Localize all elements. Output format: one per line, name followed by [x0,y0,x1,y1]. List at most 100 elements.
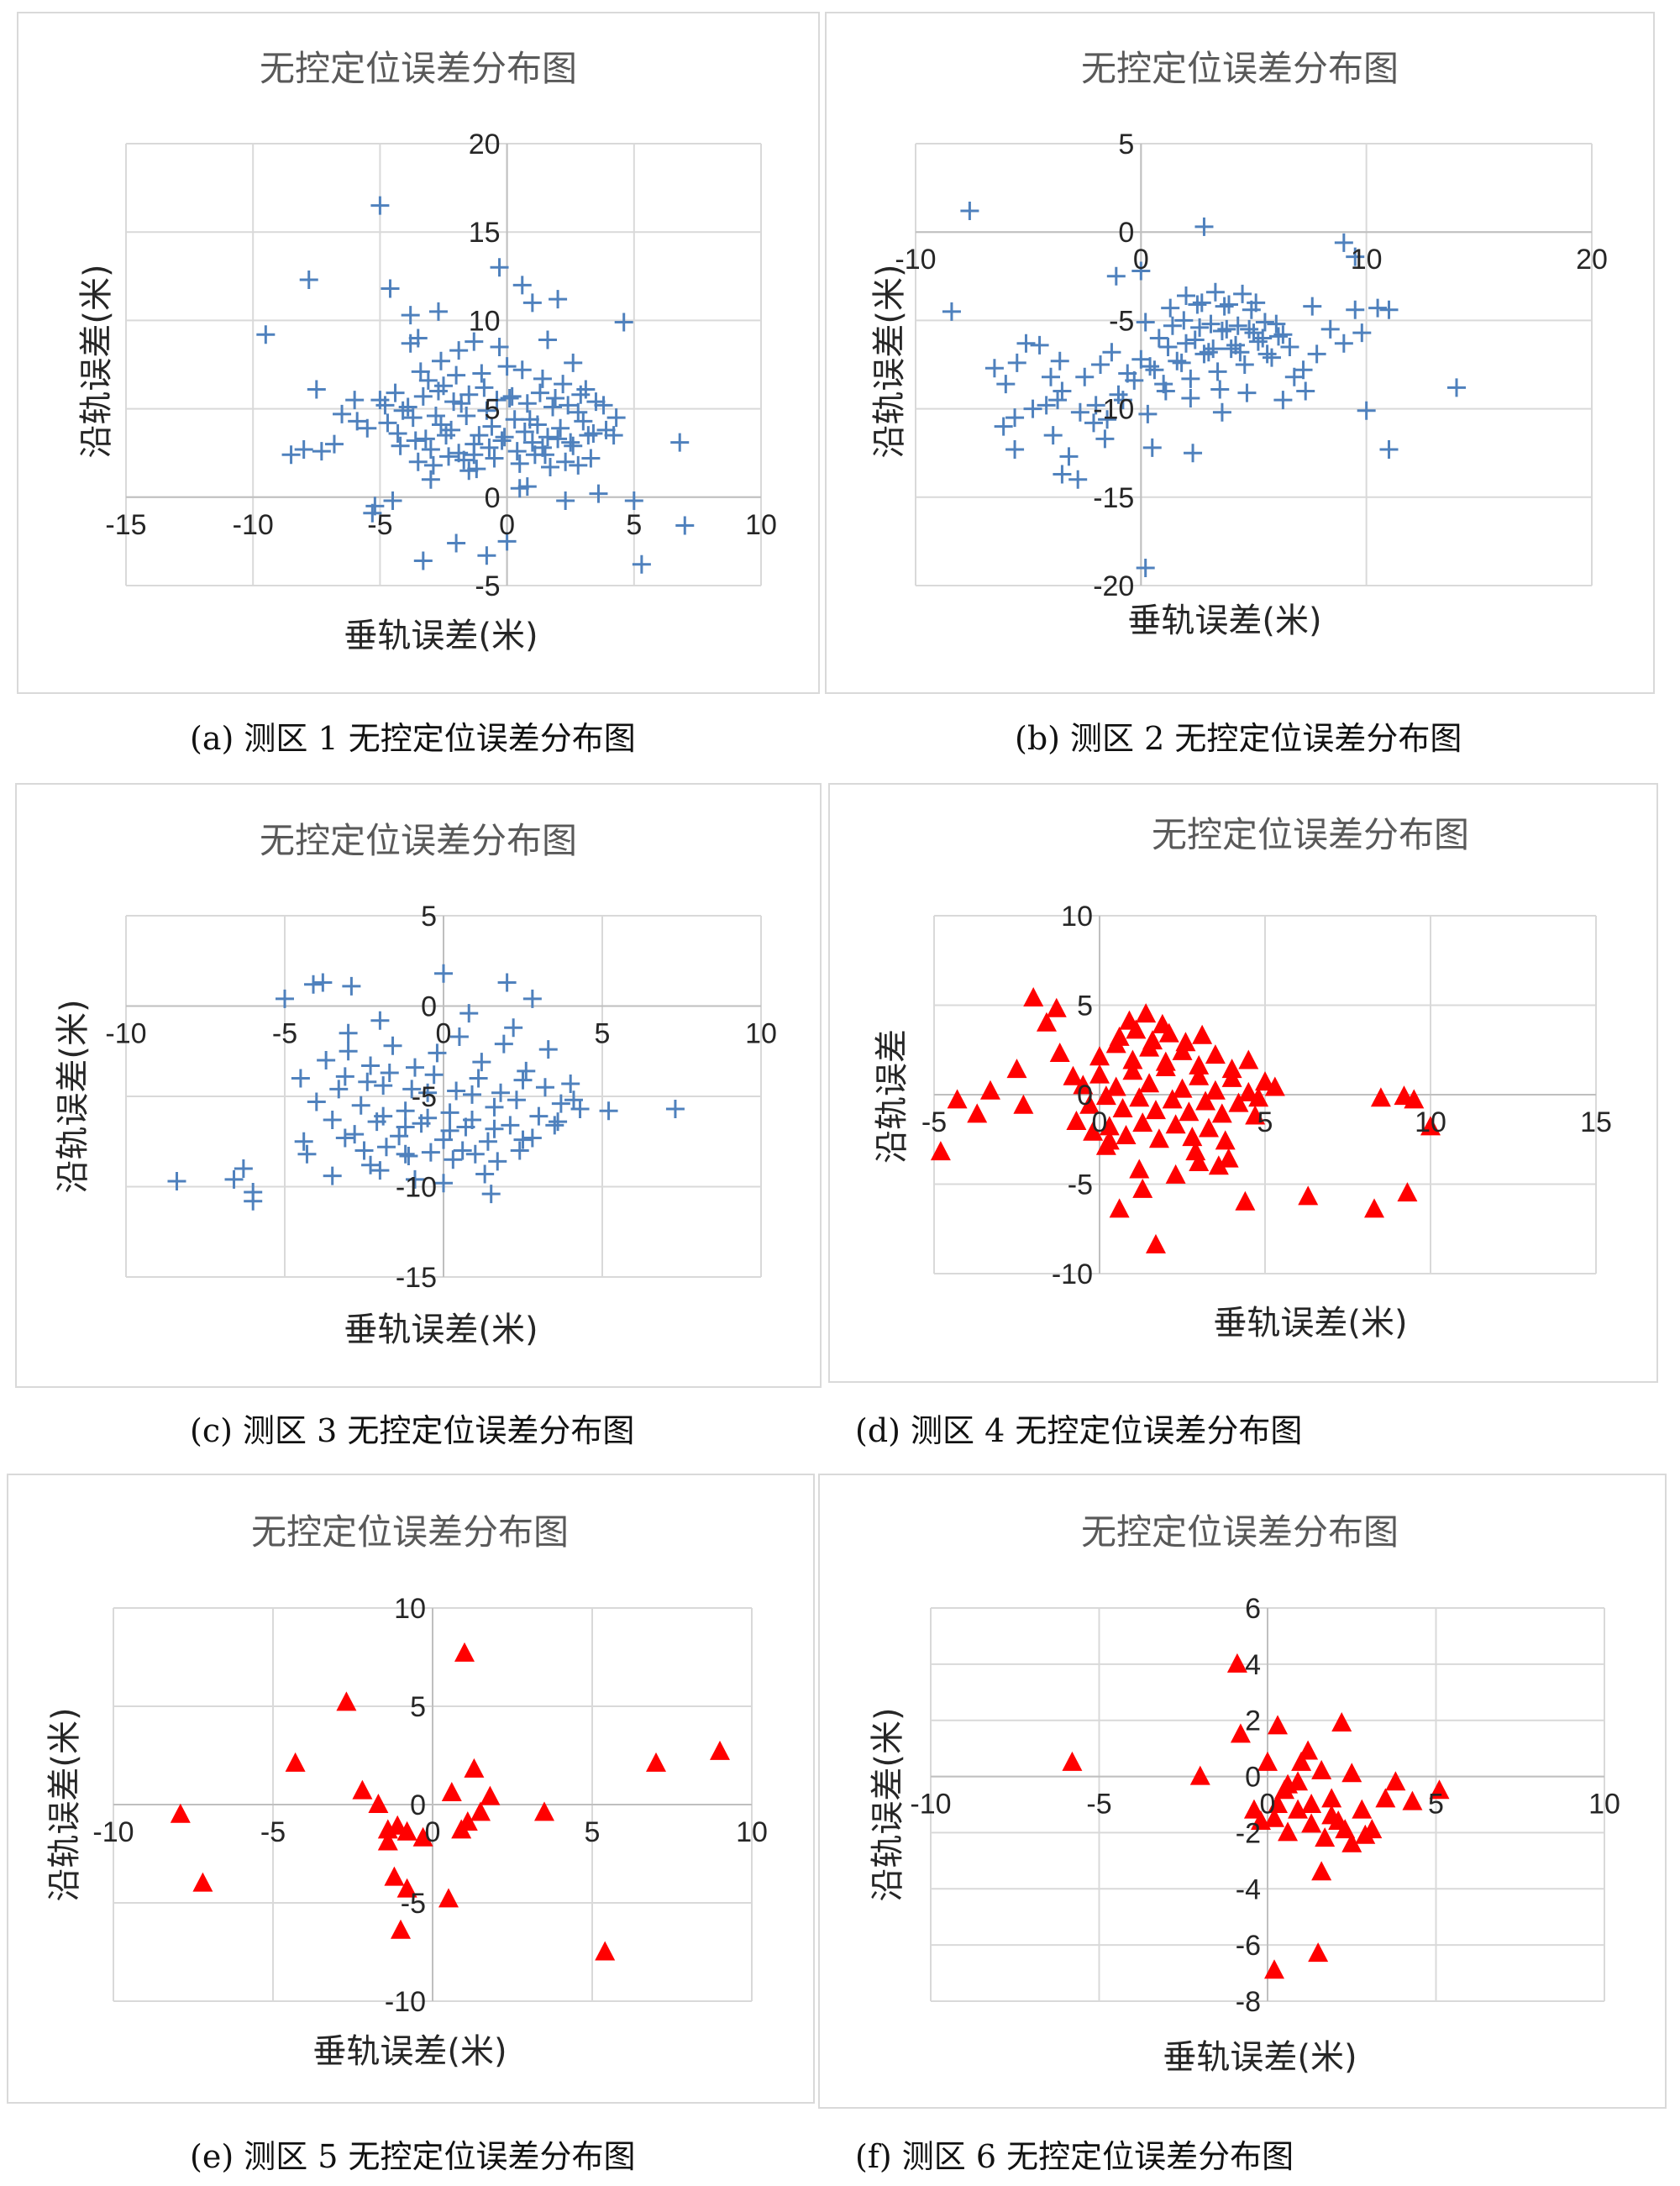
chart-title-f: 无控定位误差分布图 [1081,1511,1399,1553]
data-point-c-25 [317,1051,336,1069]
data-point-d-82 [1248,1087,1269,1107]
data-point-d-49 [1211,1103,1232,1123]
data-point-c-17 [361,1155,381,1174]
data-point-a-103 [408,452,428,471]
data-point-b-54 [1181,369,1200,388]
data-point-b-30 [1016,334,1036,353]
data-point-a-46 [500,388,519,407]
data-point-f-0 [1062,1751,1083,1771]
y-axis-title-f: 沿轨误差(米) [869,1707,907,1901]
data-point-c-31 [449,1027,469,1047]
caption-d: (d) 测区 4 无控定位误差分布图 [855,1412,1303,1449]
chart-frame-e [7,1474,815,2104]
data-point-d-65 [1148,1128,1169,1148]
data-point-a-56 [403,408,423,428]
data-point-b-92 [1156,381,1175,401]
data-point-c-92 [291,1069,310,1088]
data-point-c-34 [517,1061,536,1080]
data-point-b-39 [1145,360,1164,380]
data-point-c-61 [358,1072,377,1091]
data-point-c-45 [507,1090,526,1110]
data-point-c-81 [440,1121,459,1140]
y-tick-label-d-2: 0 [1077,1080,1093,1111]
data-point-a-0 [370,196,390,215]
x-axis-title-c: 垂轨误差(米) [344,1311,538,1349]
data-point-f-9 [1301,1794,1322,1813]
data-point-b-88 [1086,396,1105,415]
data-point-b-7 [1447,378,1466,397]
data-point-b-69 [1231,343,1250,362]
data-point-c-43 [463,1085,482,1104]
data-point-f-18 [1402,1790,1423,1810]
data-point-a-30 [556,491,575,511]
data-point-f-5 [1257,1751,1278,1771]
data-point-c-48 [570,1100,590,1119]
data-point-c-69 [535,1078,554,1097]
data-point-a-90 [413,386,433,406]
data-point-d-27 [1165,1164,1186,1184]
data-point-d-6 [1023,986,1044,1006]
data-point-a-87 [370,391,390,410]
data-point-e-16 [451,1819,472,1839]
data-point-a-102 [586,392,606,412]
chart-title-a: 无控定位误差分布图 [260,48,577,89]
data-point-f-37 [1268,1794,1289,1813]
data-point-d-40 [1255,1071,1275,1091]
data-point-d-72 [1142,1030,1163,1050]
data-point-d-77 [1136,1003,1157,1023]
data-point-c-33 [494,1034,513,1054]
data-point-d-36 [1189,1065,1210,1085]
data-point-d-20 [1370,1087,1391,1107]
data-point-e-6 [368,1794,389,1813]
data-point-c-64 [424,1065,444,1085]
x-tick-label-f-3: 5 [1428,1789,1444,1821]
data-point-b-62 [1136,313,1155,332]
data-point-c-8 [342,976,361,996]
data-point-e-11 [441,1781,462,1801]
data-point-c-66 [469,1069,488,1088]
data-point-f-10 [1311,1759,1332,1779]
data-point-a-84 [549,429,568,449]
data-point-b-46 [1240,319,1259,339]
y-tick-label-f-0: -8 [1236,1986,1261,2018]
x-tick-label-a-0: -15 [105,509,146,541]
data-point-c-4 [244,1191,263,1211]
data-point-b-90 [1113,391,1132,410]
data-point-b-58 [1235,355,1254,374]
data-point-a-74 [406,431,425,450]
data-point-b-31 [1007,353,1026,372]
data-point-c-88 [475,1164,495,1184]
x-axis-title-e: 垂轨误差(米) [312,2032,507,2071]
data-point-b-108 [1136,558,1155,577]
x-tick-label-b-3: 20 [1576,244,1608,276]
data-point-b-79 [1228,316,1247,335]
data-point-f-23 [1301,1813,1322,1833]
data-point-a-120 [554,375,573,394]
data-point-e-5 [352,1779,373,1800]
data-point-a-95 [487,391,507,410]
data-point-a-21 [447,533,466,553]
data-point-f-13 [1341,1763,1362,1783]
data-point-b-12 [1059,447,1079,466]
data-point-a-7 [512,276,532,295]
chart-frame-a [17,12,820,694]
data-point-b-22 [1368,298,1388,318]
data-point-b-40 [1158,337,1178,356]
data-point-a-70 [574,412,593,431]
data-point-d-68 [1199,1117,1220,1138]
data-point-d-69 [1215,1130,1236,1150]
data-point-e-12 [464,1758,485,1778]
y-axis-title-b: 沿轨误差(米) [870,264,909,458]
data-point-a-55 [388,424,407,444]
data-point-d-79 [1066,1110,1087,1130]
data-point-e-2 [285,1752,306,1772]
data-point-a-79 [480,438,499,457]
data-point-b-8 [1379,439,1399,459]
x-tick-label-d-4: 15 [1580,1106,1612,1138]
data-point-b-16 [1005,439,1025,459]
data-point-b-77 [1201,314,1221,334]
data-point-b-70 [1244,323,1263,343]
data-point-d-39 [1238,1081,1259,1101]
y-axis-title-d: 沿轨误差 [873,1029,911,1164]
